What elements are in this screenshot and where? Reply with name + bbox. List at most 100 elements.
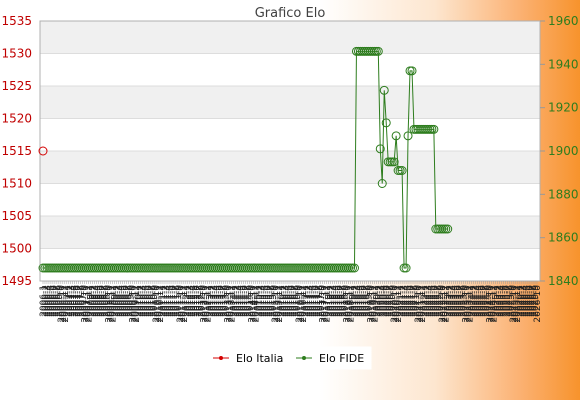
- x-tick-label: 2007-4: [69, 285, 79, 317]
- x-tick-label: 2008-8: [101, 285, 111, 317]
- x-tick-label: 2025-8: [505, 285, 515, 317]
- x-tick-label: 2019-12: [370, 285, 380, 323]
- x-tick-label: 2012-3: [186, 285, 196, 317]
- series-point-elo-fide: [349, 263, 359, 273]
- x-tick-label: 2013-12: [227, 285, 237, 323]
- x-tick-label: 2016-1: [277, 285, 287, 317]
- x-tick-label: 2020-8: [386, 285, 396, 317]
- series-layer: [38, 46, 453, 273]
- x-tick-label: 2016-8: [291, 285, 301, 317]
- x-tick-label: 2014-11: [249, 285, 259, 323]
- x-tick-label: 2017-2: [303, 285, 313, 317]
- x-tick-label: 2020-2: [374, 285, 384, 317]
- x-tick-label: 2020-11: [392, 285, 402, 323]
- x-tick-label: 2015-11: [273, 285, 283, 323]
- x-tick-label: 2010-12: [156, 285, 166, 323]
- x-tick-label: 2023-8: [458, 285, 468, 317]
- x-tick-label: 2008-10: [104, 285, 114, 323]
- x-tick-label: 2007-1: [63, 285, 73, 317]
- x-tick-label: 2021-11: [416, 285, 426, 323]
- x-tick-label: 2019-2: [350, 285, 360, 317]
- x-tick-label: 2019-7: [360, 285, 370, 317]
- x-tick-label: 2025-2: [493, 285, 503, 317]
- x-tick-label: 2010-8: [148, 285, 158, 317]
- x-tick-label: 2015-2: [255, 285, 265, 317]
- x-tick-label: 2009-9: [126, 285, 136, 317]
- x-tick-label: 2023-7: [456, 285, 466, 317]
- x-tick-label: 2020-4: [378, 285, 388, 317]
- x-tick-label: 2017-12: [323, 285, 333, 323]
- x-tick-label: 2011-1: [158, 285, 168, 317]
- y-right-tick-label: 1960: [548, 14, 579, 28]
- x-tick-label: 2017-6: [311, 285, 321, 317]
- x-tick-label: 2012-12: [204, 285, 214, 323]
- x-tick-label: 2015-6: [263, 285, 273, 317]
- series-point-elo-fide: [377, 179, 387, 188]
- x-tick-label: 2013-7: [218, 285, 228, 317]
- x-tick-label: 2012-4: [188, 285, 198, 317]
- series-point-elo-fide: [403, 131, 413, 141]
- x-tick-label: 2022-3: [424, 285, 434, 317]
- x-tick-label: 2009-3: [114, 285, 124, 317]
- x-tick-label: 2023-3: [448, 285, 458, 317]
- x-tick-label: 2022-6: [430, 285, 440, 317]
- x-tick-label: 2022-7: [432, 285, 442, 317]
- x-tick-label: 2006-6: [49, 285, 59, 317]
- x-tick-label: 2021-4: [402, 285, 412, 317]
- x-tick-label: 2009-7: [122, 285, 132, 317]
- x-tick-label: 2016-11: [297, 285, 307, 323]
- x-tick-label: 2021-7: [408, 285, 418, 317]
- x-tick-label: 2009-2: [112, 285, 122, 317]
- grid-band: [40, 216, 540, 249]
- x-tick-label: 2026-6: [525, 285, 535, 317]
- x-tick-label: 2026-2: [517, 285, 527, 317]
- x-tick-label: 2024-3: [471, 285, 481, 317]
- series-point-elo-fide: [443, 224, 453, 234]
- x-tick-label: 2015-7: [265, 285, 275, 317]
- x-tick-label: 2011-5: [166, 285, 176, 317]
- x-tick-label: 2015-12: [275, 285, 285, 323]
- x-tick-label: 2011-10: [176, 285, 186, 323]
- x-tick-label: 2022-2: [422, 285, 432, 317]
- x-tick-label: 2019-8: [362, 285, 372, 317]
- x-tick-label: 2019-9: [364, 285, 374, 317]
- x-tick-label: 2018-5: [333, 285, 343, 317]
- x-tick-label: 2009-5: [118, 285, 128, 317]
- x-tick-label: 2025-3: [495, 285, 505, 317]
- x-tick-label: 2015-4: [259, 285, 269, 317]
- x-tick-label: 2019-1: [348, 285, 358, 317]
- x-tick-label: 2021-9: [412, 285, 422, 317]
- x-tick-label: 2024-8: [481, 285, 491, 317]
- x-tick-label: 2018-1: [325, 285, 335, 317]
- x-tick-label: 2021-10: [414, 285, 424, 323]
- x-tick-label: 2008-4: [93, 285, 103, 317]
- x-tick-label: 2021-6: [406, 285, 416, 317]
- x-tick-label: 2026-9: [531, 285, 541, 317]
- x-tick-label: 2026-3: [519, 285, 529, 317]
- x-tick-label: 2016-3: [281, 285, 291, 317]
- x-tick-label: 2019-10: [366, 285, 376, 323]
- x-tick-label: 2023-12: [466, 285, 476, 323]
- x-tick-label: 2018-7: [337, 285, 347, 317]
- grid-band: [40, 151, 540, 184]
- x-tick-label: 2017-1: [301, 285, 311, 317]
- x-tick-label: 2017-10: [319, 285, 329, 323]
- x-tick-label: 2007-5: [71, 285, 81, 317]
- x-tick-label: 2006-11: [59, 285, 69, 323]
- x-tick-label: 2014-3: [233, 285, 243, 317]
- x-tick-label: 2012-11: [202, 285, 212, 323]
- x-tick-label: 2013-5: [214, 285, 224, 317]
- x-tick-label: 2016-4: [283, 285, 293, 317]
- x-tick-label: 2020-1: [372, 285, 382, 317]
- x-tick-labels: 2006-12006-22006-32006-42006-52006-62006…: [39, 281, 543, 323]
- x-tick-label: 2008-7: [99, 285, 109, 317]
- x-tick-label: 2007-12: [85, 285, 95, 323]
- x-tick-label: 2020-9: [388, 285, 398, 317]
- x-tick-label: 2021-1: [396, 285, 406, 317]
- series-point-elo-fide: [407, 66, 417, 76]
- x-tick-label: 2024-10: [485, 285, 495, 323]
- x-tick-label: 2012-9: [198, 285, 208, 317]
- x-tick-label: 2018-9: [341, 285, 351, 317]
- x-tick-label: 2014-2: [231, 285, 241, 317]
- x-tick-label: 2022-5: [428, 285, 438, 317]
